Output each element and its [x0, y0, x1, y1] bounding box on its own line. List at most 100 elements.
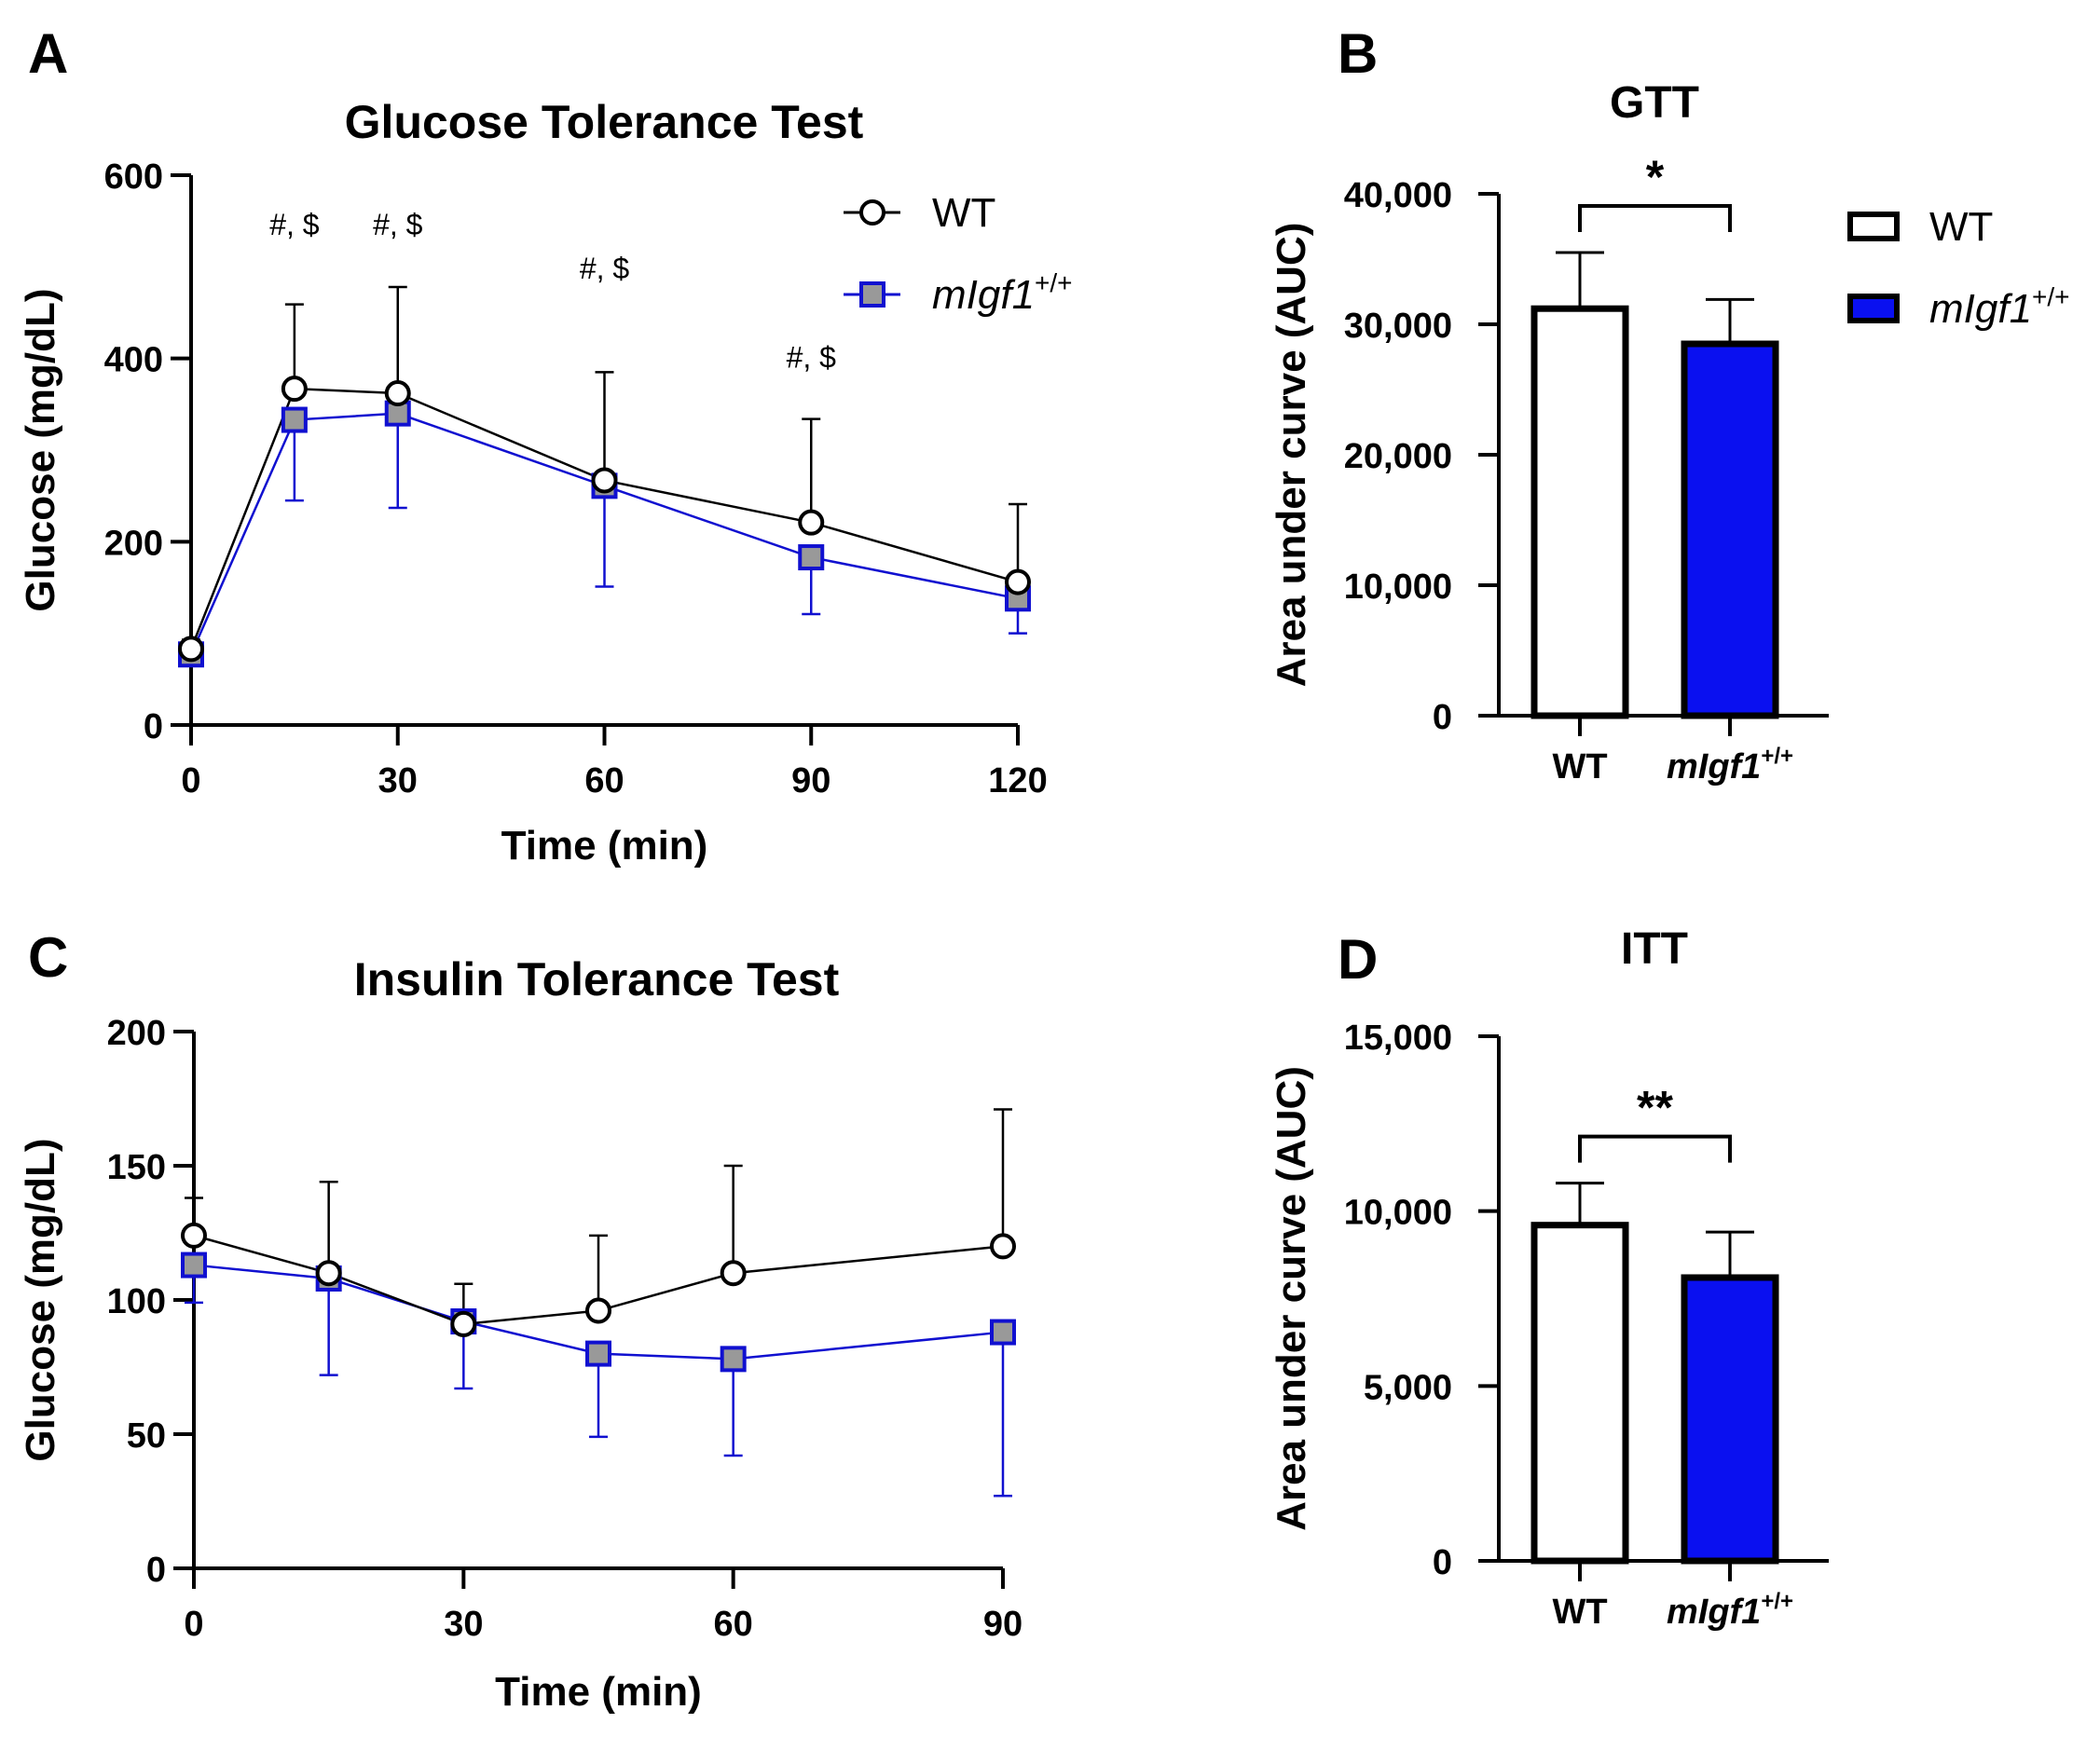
category-label-base: WT [1552, 747, 1607, 786]
y-axis-label: Area under curve (AUC) [1269, 223, 1314, 688]
series-line-migf1 [193, 1264, 1004, 1361]
chart-title: Glucose Tolerance Test [345, 96, 864, 148]
x-axis-label: Time (min) [495, 1669, 702, 1715]
category-label: WT [1552, 1593, 1607, 1632]
y-axis-label: Area under curve (AUC) [1269, 1066, 1314, 1531]
legend-bar: WT mIgf1+/+ [1847, 204, 2070, 332]
significance-marker: ** [1637, 1082, 1673, 1134]
y-tick-label: 50 [127, 1416, 166, 1456]
y-tick-label: 0 [144, 707, 163, 746]
data-point-wt [1005, 568, 1031, 595]
data-point-migf1 [990, 1319, 1016, 1346]
y-tick-label: 200 [107, 1014, 166, 1053]
series-line-wt [189, 387, 1019, 650]
y-axis-label: Glucose (mg/dL) [18, 288, 63, 611]
category-label: mIgf1+/+ [1667, 1589, 1793, 1632]
data-point-wt [720, 1260, 747, 1287]
y-axis-label: Glucose (mg/dL) [18, 1138, 63, 1461]
significance-bracket [1578, 204, 1732, 232]
significance-annotation: #, $ [580, 252, 630, 285]
data-point-wt [585, 1297, 611, 1324]
y-tick-label: 0 [146, 1551, 166, 1590]
panel-label: A [28, 22, 68, 85]
x-tick-label: 120 [988, 761, 1047, 800]
series-line-migf1 [189, 412, 1019, 655]
y-tick-label: 10,000 [1344, 1194, 1452, 1233]
y-tick-label: 150 [107, 1148, 166, 1187]
panel-label: C [28, 926, 68, 989]
category-label: mIgf1+/+ [1667, 744, 1793, 786]
x-tick-label: 60 [714, 1605, 753, 1644]
y-tick-label: 600 [104, 157, 163, 197]
data-point-wt [798, 509, 825, 536]
data-point-wt [990, 1233, 1016, 1260]
significance-bracket [1578, 1134, 1732, 1163]
y-tick-label: 400 [104, 341, 163, 380]
legend-migf1-label: mIgf1+/+ [932, 268, 1073, 318]
chart-title: ITT [1621, 924, 1688, 974]
y-tick-label: 30,000 [1344, 307, 1452, 346]
data-point-migf1 [798, 544, 825, 571]
category-label-base: mIgf1 [1667, 1593, 1761, 1632]
category-label-base: WT [1552, 1593, 1607, 1632]
y-tick-label: 0 [1433, 1543, 1452, 1582]
chart-title: Insulin Tolerance Test [354, 953, 840, 1005]
x-tick-label: 30 [444, 1605, 483, 1644]
legend-migf1-swatch [1847, 294, 1900, 323]
data-point-migf1 [281, 406, 308, 433]
legend-wt-swatch [1847, 212, 1900, 241]
legend-migf1-sup: +/+ [1035, 268, 1072, 297]
x-tick-label: 90 [983, 1605, 1023, 1644]
series-line-wt [193, 1234, 1004, 1326]
panel-label: B [1338, 22, 1378, 85]
category-label-sup: +/+ [1761, 744, 1793, 769]
data-point-migf1 [181, 1251, 207, 1279]
data-point-wt [384, 380, 411, 407]
legend-migf1-sup: +/+ [2032, 282, 2069, 311]
bar-wt [1530, 305, 1629, 719]
y-tick-label: 10,000 [1344, 568, 1452, 607]
x-tick-label: 0 [181, 761, 200, 800]
legend-wt-label: WT [1929, 204, 1993, 250]
y-tick-label: 20,000 [1344, 437, 1452, 476]
significance-marker: * [1646, 151, 1665, 203]
y-tick-label: 15,000 [1344, 1019, 1452, 1058]
data-point-wt [181, 1222, 207, 1249]
bar-migf1 [1681, 1274, 1779, 1565]
x-tick-label: 0 [184, 1605, 203, 1644]
significance-annotation: #, $ [269, 208, 320, 241]
y-tick-label: 100 [107, 1282, 166, 1321]
panel-c-insulin-tolerance: C Insulin Tolerance Test Time (min) Glucose… [18, 926, 1023, 1715]
chart-title: GTT [1610, 78, 1699, 128]
category-label: WT [1552, 747, 1607, 786]
legend-migf1-label: mIgf1+/+ [1929, 282, 2070, 332]
legend-migf1-marker [859, 281, 885, 308]
x-tick-label: 60 [584, 761, 624, 800]
panel-a-glucose-tolerance: A Glucose Tolerance Test Time (min) Glucose… [18, 22, 1048, 868]
category-label-sup: +/+ [1761, 1589, 1793, 1614]
legend-migf1-base: mIgf1 [1929, 286, 2032, 332]
significance-annotation: #, $ [373, 208, 423, 241]
y-tick-label: 0 [1433, 698, 1452, 737]
data-point-migf1 [720, 1346, 747, 1373]
panel-label: D [1338, 928, 1378, 991]
legend-migf1-base: mIgf1 [932, 272, 1035, 318]
data-point-wt [178, 636, 204, 663]
legend-line: WT mIgf1+/+ [844, 190, 1073, 318]
y-tick-label: 40,000 [1344, 176, 1452, 215]
data-point-migf1 [585, 1340, 611, 1367]
legend-wt-marker [859, 199, 885, 226]
data-point-wt [315, 1260, 342, 1287]
x-tick-label: 30 [378, 761, 418, 800]
bar-wt [1530, 1222, 1629, 1565]
bar-migf1 [1681, 340, 1779, 719]
data-point-wt [591, 467, 618, 494]
y-tick-label: 200 [104, 524, 163, 563]
data-point-wt [450, 1310, 477, 1337]
panel-d-itt-auc: D ITT Area under curve (AUC) 0 5,000 10,000 15… [1269, 924, 1829, 1632]
data-point-wt [281, 376, 308, 403]
x-tick-label: 90 [791, 761, 830, 800]
panel-b-gtt-auc: B GTT Area under curve (AUC) 0 10,000 20,000 3… [1269, 22, 1829, 786]
y-tick-label: 5,000 [1364, 1368, 1452, 1407]
